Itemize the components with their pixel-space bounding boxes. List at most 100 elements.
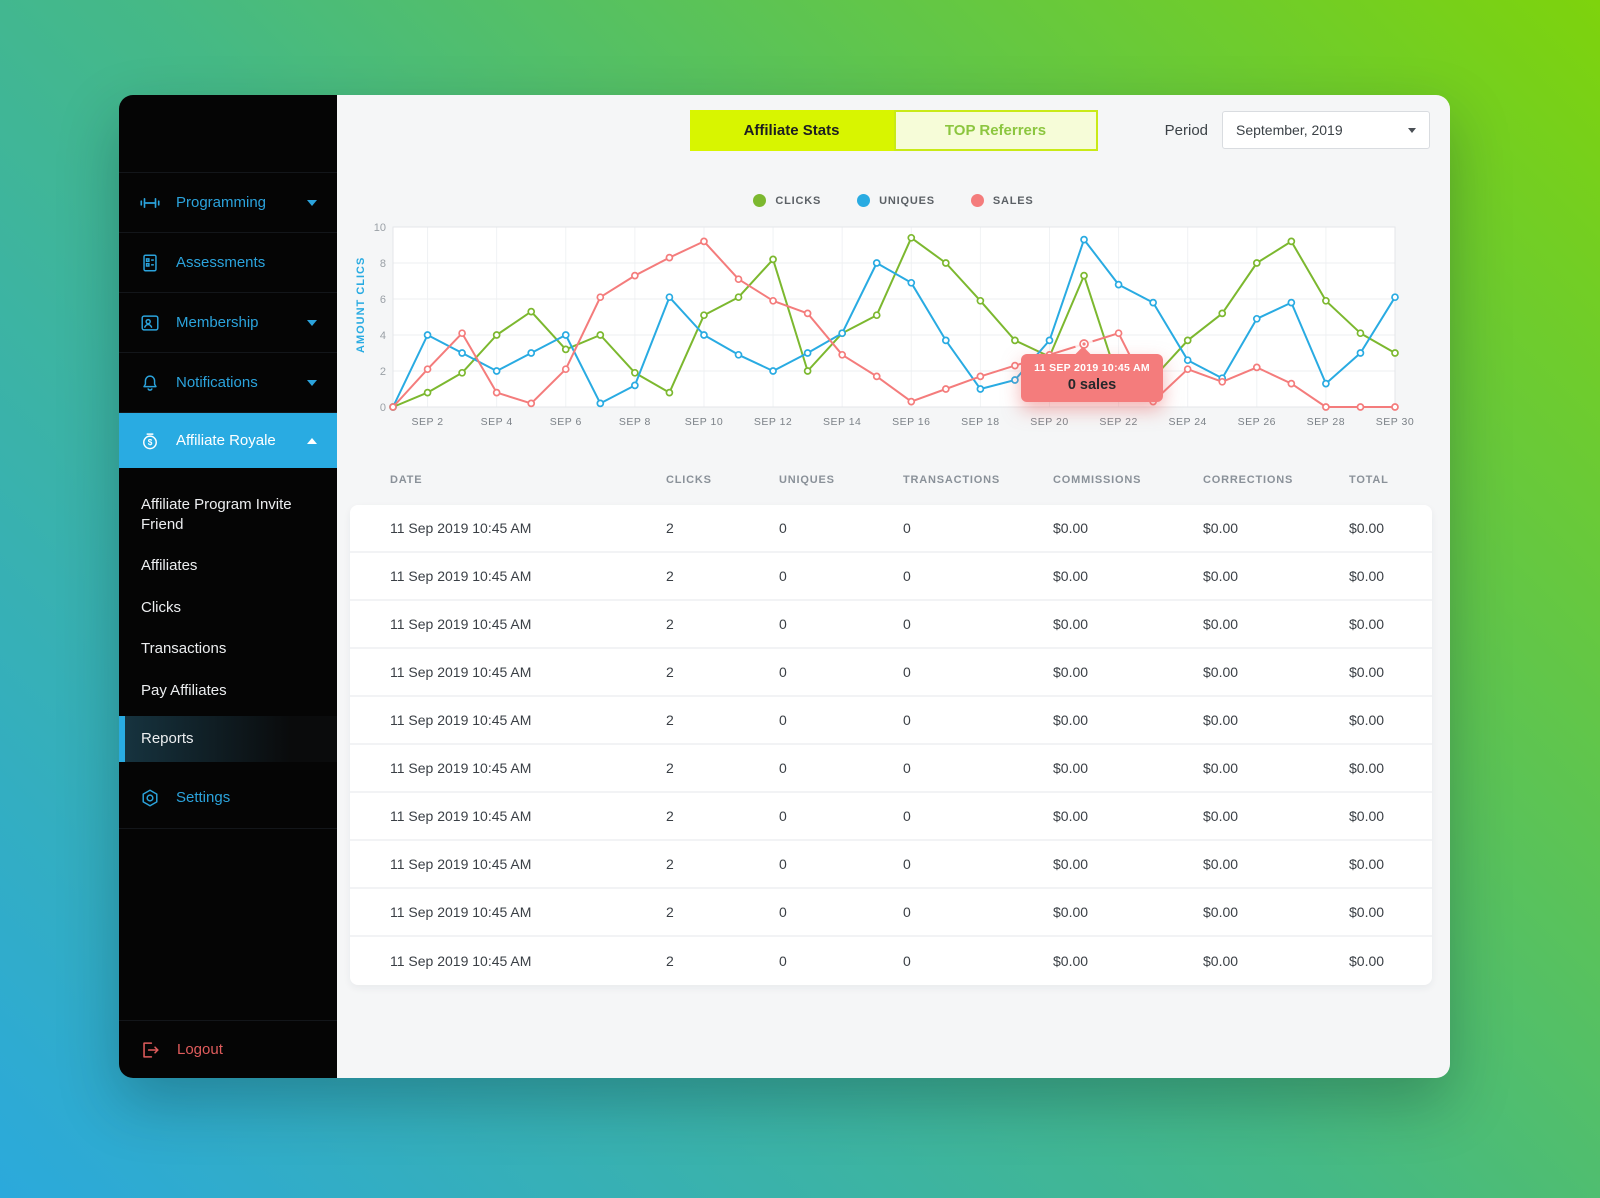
chevron-up-icon [307, 437, 317, 444]
svg-text:SEP 10: SEP 10 [685, 416, 723, 428]
period-control: Period September, 2019 [1165, 111, 1430, 149]
cell-commissions: $0.00 [1053, 953, 1089, 969]
page-05[interactable]: 05 [119, 1043, 1375, 1078]
cell-date: 11 Sep 2019 10:45 AM [390, 616, 532, 632]
table-row[interactable]: 11 Sep 2019 10:45 AM 2 0 0 $0.00 $0.00 $0.00 [350, 601, 1432, 649]
svg-text:6: 6 [380, 294, 386, 306]
money-bag-icon: $ [139, 430, 161, 452]
svg-text:SEP 14: SEP 14 [823, 416, 861, 428]
sales-legend-dot [970, 194, 984, 207]
sidebar-item-notifications[interactable]: Notifications [119, 353, 337, 413]
legend-label: CLICKS [775, 194, 822, 207]
tab-top-referrers[interactable]: TOP Referrers [893, 110, 1098, 151]
chart-legend: CLICKS UNIQUES SALES [337, 194, 1450, 207]
table-row[interactable]: 11 Sep 2019 10:45 AM 2 0 0 $0.00 $0.00 $0.00 [350, 889, 1432, 937]
cell-transactions: 0 [903, 808, 911, 824]
cell-date: 11 Sep 2019 10:45 AM [390, 953, 532, 969]
cell-date: 11 Sep 2019 10:45 AM [390, 856, 532, 872]
cell-total: $0.00 [1349, 520, 1385, 536]
table-row[interactable]: 11 Sep 2019 10:45 AM 2 0 0 $0.00 $0.00 $0.00 [350, 745, 1432, 793]
sidebar-item-affiliate-royale[interactable]: $ Affiliate Royale [119, 413, 337, 468]
sidebar-menu: Programming Assessments Membership Notifica… [119, 173, 337, 468]
sidebar-item-programming[interactable]: Programming [119, 173, 337, 233]
sidebar-subitem-affiliate-program-invite-friend[interactable]: Affiliate Program Invite Friend [141, 496, 292, 533]
cell-total: $0.00 [1349, 953, 1385, 969]
column-header-commissions: COMMISSIONS [1053, 474, 1142, 486]
legend-label: SALES [992, 194, 1034, 207]
cell-corrections: $0.00 [1203, 760, 1239, 776]
cell-corrections: $0.00 [1203, 712, 1239, 728]
tab-affiliate-stats[interactable]: Affiliate Stats [689, 110, 894, 151]
table-row[interactable]: 11 Sep 2019 10:45 AM 2 0 0 $0.00 $0.00 $0.00 [350, 793, 1432, 841]
sidebar-subitem-pay-affiliates[interactable]: Pay Affiliates [141, 681, 227, 699]
logout-icon [139, 1039, 161, 1061]
sidebar-item-label: Settings [176, 789, 231, 806]
table-row[interactable]: 11 Sep 2019 10:45 AM 2 0 0 $0.00 $0.00 $0.00 [350, 937, 1432, 985]
line-chart: SEP 2 SEP 4 SEP 6 SEP 8 SEP 10 SEP 12 SEP 14 SE… [350, 222, 1432, 437]
table-row[interactable]: 11 Sep 2019 10:45 AM 2 0 0 $0.00 $0.00 $0.00 [350, 697, 1432, 745]
sidebar-subitem-transactions[interactable]: Transactions [141, 640, 227, 657]
main-content: Affiliate Stats TOP Referrers Period Sept… [337, 95, 1450, 1078]
sidebar-subitem-affiliates[interactable]: Affiliates [141, 557, 198, 574]
svg-text:SEP 2: SEP 2 [412, 416, 444, 428]
cell-uniques: 0 [779, 904, 787, 920]
cell-uniques: 0 [779, 760, 787, 776]
column-header-date: DATE [390, 474, 423, 486]
sidebar-item-membership[interactable]: Membership [119, 293, 337, 353]
legend-label: UNIQUES [879, 194, 935, 207]
cell-corrections: $0.00 [1203, 808, 1239, 824]
cell-total: $0.00 [1349, 760, 1385, 776]
tooltip-value: 0 sales [1067, 377, 1117, 393]
cell-uniques: 0 [779, 664, 787, 680]
table-row[interactable]: 11 Sep 2019 10:45 AM 2 0 0 $0.00 $0.00 $0.00 [350, 649, 1432, 697]
table-row[interactable]: 11 Sep 2019 10:45 AM 2 0 0 $0.00 $0.00 $0.00 [350, 553, 1432, 601]
svg-text:4: 4 [380, 330, 386, 342]
cell-transactions: 0 [903, 760, 911, 776]
cell-corrections: $0.00 [1203, 953, 1239, 969]
svg-text:SEP 16: SEP 16 [892, 416, 930, 428]
period-select[interactable]: September, 2019 [1222, 111, 1430, 149]
svg-text:0: 0 [380, 402, 386, 414]
cell-clicks: 2 [666, 953, 674, 969]
svg-text:SEP 28: SEP 28 [1307, 416, 1345, 428]
cell-transactions: 0 [903, 664, 911, 680]
chevron-down-icon [1408, 127, 1416, 133]
member-card-icon [139, 312, 161, 334]
sidebar-subitem-reports[interactable]: Reports [119, 716, 337, 762]
cell-transactions: 0 [903, 568, 911, 584]
cell-clicks: 2 [666, 664, 674, 680]
svg-text:SEP 26: SEP 26 [1238, 416, 1276, 428]
table-row[interactable]: 11 Sep 2019 10:45 AM 2 0 0 $0.00 $0.00 $0.00 [350, 505, 1432, 553]
logout-button[interactable]: Logout [119, 1020, 337, 1078]
column-header-uniques: UNIQUES [779, 474, 835, 486]
cell-commissions: $0.00 [1053, 760, 1089, 776]
cell-uniques: 0 [779, 953, 787, 969]
cell-corrections: $0.00 [1203, 856, 1239, 872]
assessment-doc-icon [139, 252, 161, 274]
cell-transactions: 0 [903, 953, 911, 969]
cell-date: 11 Sep 2019 10:45 AM [390, 808, 532, 824]
svg-text:SEP 12: SEP 12 [754, 416, 792, 428]
pagination: PREV0102...05NEXT [119, 1043, 1432, 1078]
cell-total: $0.00 [1349, 664, 1385, 680]
chevron-down-icon [307, 199, 317, 206]
sidebar-subitem-clicks[interactable]: Clicks [141, 598, 181, 616]
cell-uniques: 0 [779, 520, 787, 536]
cell-clicks: 2 [666, 568, 674, 584]
period-value: September, 2019 [1236, 122, 1343, 138]
svg-text:10: 10 [374, 222, 386, 234]
cell-commissions: $0.00 [1053, 808, 1089, 824]
sidebar-item-settings[interactable]: Settings [119, 772, 337, 829]
cell-date: 11 Sep 2019 10:45 AM [390, 904, 532, 920]
column-header-total: TOTAL [1349, 474, 1389, 486]
cell-commissions: $0.00 [1053, 904, 1089, 920]
table-row[interactable]: 11 Sep 2019 10:45 AM 2 0 0 $0.00 $0.00 $0.00 [350, 841, 1432, 889]
sidebar-item-assessments[interactable]: Assessments [119, 233, 337, 293]
bell-icon [139, 372, 161, 394]
svg-text:SEP 6: SEP 6 [550, 416, 582, 428]
legend-item-sales: SALES [970, 194, 1034, 207]
cell-uniques: 0 [779, 712, 787, 728]
legend-item-clicks: CLICKS [753, 194, 821, 207]
cell-uniques: 0 [779, 808, 787, 824]
svg-text:2: 2 [380, 366, 386, 378]
